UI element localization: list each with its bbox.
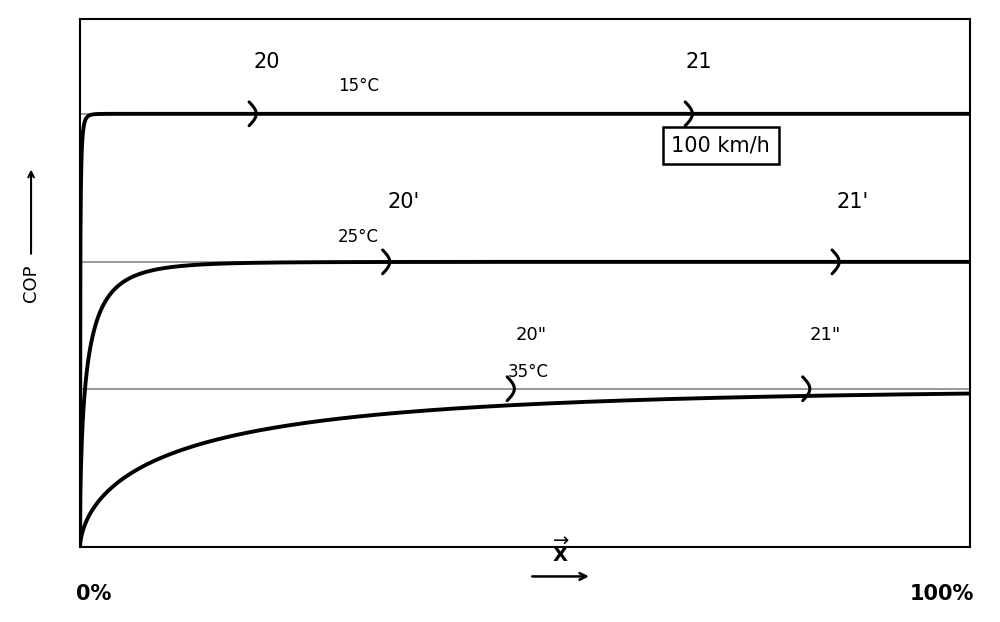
Text: 21: 21 [685,52,712,72]
Text: 21': 21' [836,192,869,211]
Text: 35°C: 35°C [507,363,548,381]
Text: $\overrightarrow{\mathbf{X}}$: $\overrightarrow{\mathbf{X}}$ [552,537,570,566]
Text: 20": 20" [516,326,547,344]
Text: COP: COP [22,264,40,302]
Text: 20': 20' [387,192,419,211]
Text: 100 km/h: 100 km/h [671,136,770,156]
Text: 20: 20 [254,52,280,72]
Text: 15°C: 15°C [338,77,379,95]
Text: 0%: 0% [76,585,111,605]
Text: 100%: 100% [910,585,974,605]
Text: 25°C: 25°C [338,228,379,246]
Text: 21": 21" [810,326,841,344]
